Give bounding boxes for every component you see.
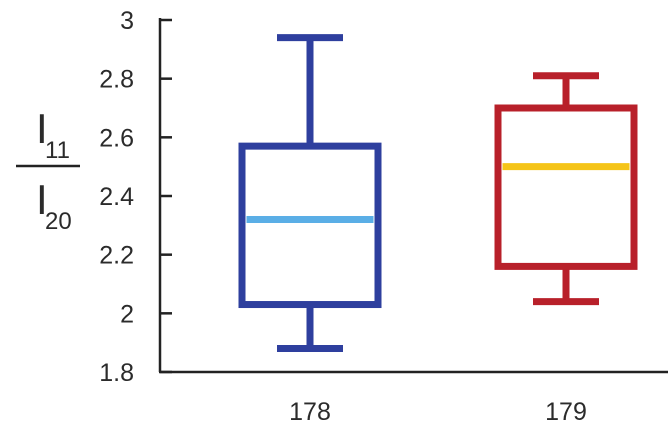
y-tick-label: 3 bbox=[120, 7, 134, 35]
y-tick-label: 2.8 bbox=[99, 66, 134, 94]
y-label-numerator-subscript: 11 bbox=[45, 137, 70, 164]
y-label-denominator-subscript: 20 bbox=[45, 208, 72, 235]
y-tick-label: 2.4 bbox=[99, 183, 134, 211]
y-tick-label: 2.6 bbox=[99, 124, 134, 152]
y-label-numerator-letter: I bbox=[36, 105, 48, 152]
interquartile-box bbox=[238, 142, 382, 309]
box-178 bbox=[238, 34, 382, 353]
x-tick-labels: 178 179 bbox=[289, 398, 587, 426]
interquartile-box bbox=[494, 104, 638, 270]
axes: 1.8 2 2.2 2.4 2.6 2.8 3 bbox=[99, 7, 668, 387]
boxes bbox=[238, 34, 638, 353]
x-tick-label: 179 bbox=[545, 398, 587, 426]
y-label-denominator-letter: I bbox=[36, 176, 48, 223]
y-tick-label: 1.8 bbox=[99, 359, 134, 387]
y-tick-label: 2.2 bbox=[99, 242, 134, 270]
y-tick-label: 2 bbox=[120, 300, 134, 328]
x-tick-label: 178 bbox=[289, 398, 331, 426]
box-179 bbox=[494, 72, 638, 306]
y-axis-label: I 11 I 20 bbox=[16, 105, 80, 235]
